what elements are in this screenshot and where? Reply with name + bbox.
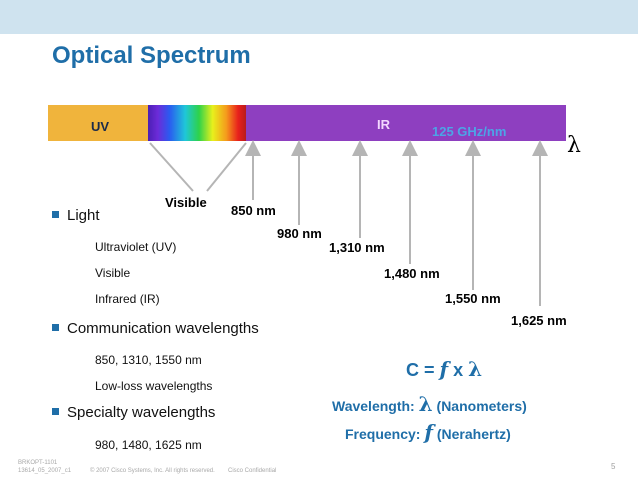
footer-confidential: Cisco Confidential [228, 468, 277, 474]
wavelength-lambda-symbol: λ [418, 392, 433, 416]
frequency-unit: (Nerahertz) [432, 426, 511, 442]
wavelength-label-1625: 1,625 nm [511, 313, 567, 328]
wavelength-label-1310: 1,310 nm [329, 240, 385, 255]
bullet-square-icon [52, 408, 59, 415]
formula-x: x [448, 360, 469, 380]
formula-main: C = f x λ [406, 357, 482, 381]
frequency-f-symbol: f [424, 420, 433, 444]
wavelength-label-980: 980 nm [277, 226, 322, 241]
bullet-light: Light [52, 207, 100, 224]
wavelength-label-1480: 1,480 nm [384, 266, 440, 281]
sub-item-specialty-values: 980, 1480, 1625 nm [95, 438, 202, 452]
bullet-label: Light [67, 207, 100, 224]
sub-item-comm-values: 850, 1310, 1550 nm [95, 353, 202, 367]
wavelength-unit: (Nanometers) [432, 398, 527, 414]
sub-item-visible: Visible [95, 266, 131, 280]
page-number: 5 [611, 462, 616, 471]
formula-c-prefix: C = [406, 360, 440, 380]
formula-wavelength: Wavelength: λ (Nanometers) [332, 392, 527, 416]
bullet-square-icon [52, 324, 59, 331]
uv-band [48, 105, 148, 141]
ir-label: IR [377, 117, 390, 132]
ghz-label: 125 GHz/nm [432, 124, 507, 139]
bullet-specialty: Specialty wavelengths [52, 404, 215, 421]
bullet-square-icon [52, 211, 59, 218]
bullet-communication: Communication wavelengths [52, 320, 259, 337]
visible-bracket-left [149, 142, 194, 192]
sub-item-ultraviolet: Ultraviolet (UV) [95, 240, 177, 254]
formula-lambda-symbol: λ [468, 357, 483, 381]
visible-band [148, 105, 246, 141]
uv-label: UV [91, 119, 110, 134]
wavelength-label-1550: 1,550 nm [445, 291, 501, 306]
footer-course-code: BRKOPT-1101 [18, 460, 58, 466]
formula-f-symbol: f [439, 357, 449, 381]
visible-label: Visible [165, 195, 207, 210]
wavelength-label-850: 850 nm [231, 203, 276, 218]
bullet-label: Communication wavelengths [67, 320, 259, 337]
frequency-label: Frequency: [345, 426, 425, 442]
sub-item-low-loss: Low-loss wavelengths [95, 379, 213, 393]
footer-doc-id: 13614_05_2007_c1 [18, 468, 72, 474]
lambda-axis-symbol: λ [567, 133, 581, 158]
visible-bracket-right [206, 142, 247, 192]
bullet-label: Specialty wavelengths [67, 404, 216, 421]
sub-item-infrared: Infrared (IR) [95, 292, 160, 306]
ir-band [246, 105, 566, 141]
footer-copyright: © 2007 Cisco Systems, Inc. All rights re… [90, 468, 215, 474]
header-bar [0, 0, 638, 34]
formula-frequency: Frequency: f (Nerahertz) [345, 420, 511, 444]
slide-title: Optical Spectrum [52, 42, 251, 69]
wavelength-label: Wavelength: [332, 398, 419, 414]
